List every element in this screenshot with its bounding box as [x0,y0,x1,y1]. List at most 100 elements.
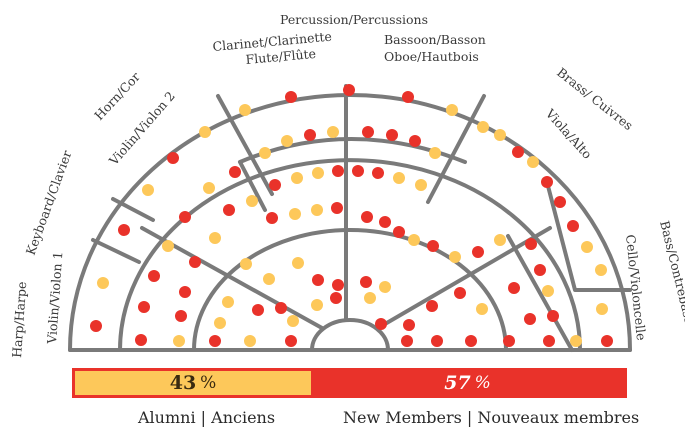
seat-new-member [229,166,241,178]
seat-alumni [527,156,539,168]
seat-alumni [259,147,271,159]
legend-alumni: Alumni | Anciens [138,408,276,427]
seat-new-member [403,319,415,331]
seat-new-member [393,226,405,238]
seat-alumni [393,172,405,184]
new-members-percent-sign: % [474,373,491,393]
alumni-share-bar: 43% [75,371,312,395]
seat-alumni [311,204,323,216]
seat-new-member [426,300,438,312]
wall-woodwinds-right [426,94,486,204]
seat-alumni [476,303,488,315]
seat-new-member [266,212,278,224]
stage-arc [310,318,390,352]
seat-new-member [223,204,235,216]
seat-alumni [292,257,304,269]
seat-new-member [331,202,343,214]
seat-new-member [312,274,324,286]
new-members-percent-value: 57 [444,372,471,394]
seat-new-member [512,146,524,158]
outer-arc [68,93,632,352]
seat-new-member [601,335,613,347]
seat-new-member [524,313,536,325]
seat-new-member [360,276,372,288]
seat-alumni [477,121,489,133]
seat-new-member [503,335,515,347]
seat-new-member [179,286,191,298]
seat-alumni [596,303,608,315]
seat-alumni [239,104,251,116]
seat-alumni [494,234,506,246]
seat-alumni [281,135,293,147]
seat-alumni [581,241,593,253]
seat-new-member [525,238,537,250]
seat-new-member [285,91,297,103]
seat-alumni [240,258,252,270]
seat-alumni [379,281,391,293]
seat-new-member [90,320,102,332]
label-flute: Flute/Flûte [245,46,317,67]
membership-ratio-bar: 43% 57% [72,368,627,398]
seat-new-member [167,152,179,164]
label-percussion: Percussion/Percussions [280,12,428,27]
label-viola: Viola/Alto [542,105,595,162]
seat-alumni [209,232,221,244]
seat-new-member [138,301,150,313]
seat-new-member [275,302,287,314]
seat-alumni [287,315,299,327]
seat-alumni [364,292,376,304]
label-oboe: Oboe/Hautbois [384,49,479,64]
seat-new-member [402,91,414,103]
wall-woodwinds-left [238,160,267,212]
wall-violin2-woodwinds [216,94,274,196]
label-violin1: Violin/Violon 1 [44,251,65,345]
middle-arc [118,158,582,352]
seat-new-member [386,129,398,141]
seat-new-member [454,287,466,299]
seat-new-member [343,84,355,96]
seat-new-member [148,270,160,282]
seat-alumni [415,179,427,191]
label-horn: Horn/Cor [91,69,143,123]
wall-harp-keyboard [91,238,141,264]
seat-alumni [291,172,303,184]
seat-new-member [118,224,130,236]
seat-alumni [263,273,275,285]
wall-keyboard-violin2 [111,197,155,222]
label-bass: Bass/Contrebasse [657,219,685,332]
seat-alumni [142,184,154,196]
seat-alumni [570,335,582,347]
new-members-share-bar: 57% [311,371,624,395]
seat-alumni [199,126,211,138]
seat-new-member [427,240,439,252]
seat-new-member [375,318,387,330]
seat-alumni [222,296,234,308]
seat-new-member [508,282,520,294]
seat-new-member [543,335,555,347]
seat-new-member [179,211,191,223]
wall-brass-pocket [546,184,632,292]
seat-alumni [214,317,226,329]
seat-new-member [372,167,384,179]
seat-alumni [244,335,256,347]
seat-new-member [534,264,546,276]
seat-new-member [379,216,391,228]
seat-alumni [246,195,258,207]
seat-alumni [311,299,323,311]
wall-cello-bass [506,234,574,352]
seat-new-member [401,335,413,347]
legend-new-members: New Members | Nouveaux membres [343,408,640,427]
seating-diagram: Percussion/Percussions Bassoon/Basson Ob… [9,12,685,358]
seat-new-member [554,196,566,208]
seat-alumni [97,277,109,289]
alumni-percent-sign: % [200,373,217,393]
seat-alumni [542,285,554,297]
seat-alumni [312,167,324,179]
seat-alumni [494,129,506,141]
seat-new-member [547,310,559,322]
seat-new-member [330,292,342,304]
seat-new-member [252,304,264,316]
inner-arc [192,228,508,352]
seat-alumni [595,264,607,276]
seat-new-member [269,179,281,191]
